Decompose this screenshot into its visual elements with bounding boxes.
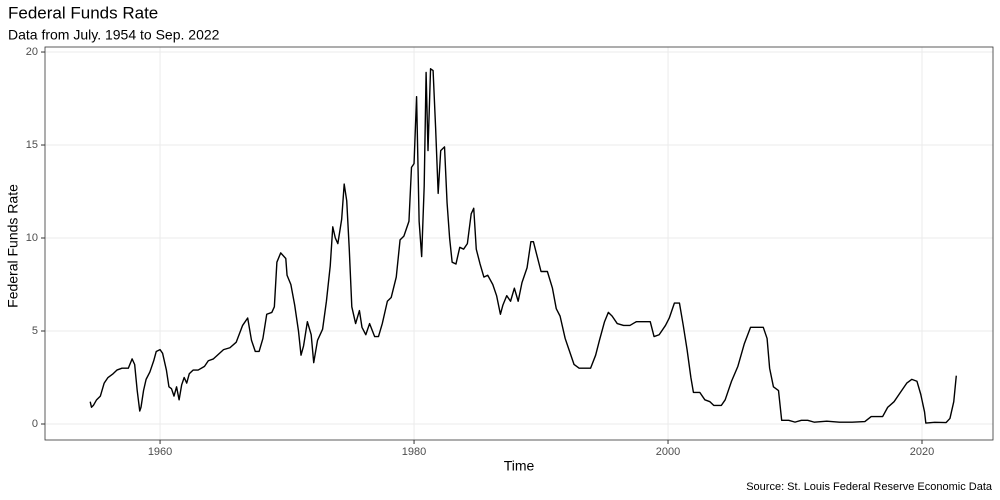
- x-tick-label: 2000: [656, 446, 680, 458]
- x-tick-label: 1960: [148, 446, 172, 458]
- chart-title: Federal Funds Rate: [8, 3, 158, 22]
- x-tick-label: 1980: [402, 446, 426, 458]
- x-tick-label: 2020: [910, 446, 934, 458]
- y-tick-label: 10: [26, 232, 38, 244]
- y-tick-label: 20: [26, 46, 38, 58]
- x-axis-title: Time: [504, 458, 535, 474]
- y-tick-label: 15: [26, 139, 38, 151]
- y-tick-label: 5: [32, 325, 38, 337]
- y-tick-label: 0: [32, 418, 38, 430]
- caption: Source: St. Louis Federal Reserve Econom…: [746, 481, 993, 493]
- chart-subtitle: Data from July. 1954 to Sep. 2022: [8, 27, 220, 43]
- panel-border: [44, 46, 994, 441]
- line: [89, 68, 957, 424]
- y-axis-title: Federal Funds Rate: [5, 184, 21, 308]
